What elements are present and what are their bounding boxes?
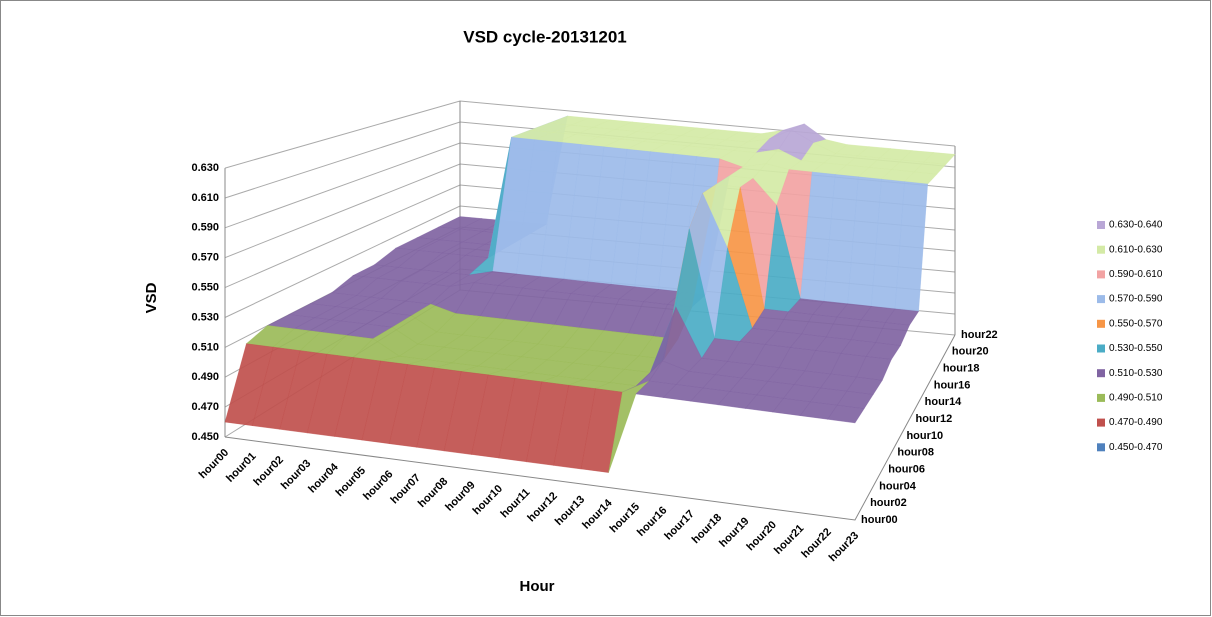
- depth-tick-label: hour02: [870, 497, 907, 509]
- depth-tick-label: hour16: [934, 379, 971, 391]
- legend-label: 0.450-0.470: [1109, 442, 1163, 453]
- legend-swatch: [1097, 344, 1105, 353]
- legend-label: 0.590-0.610: [1109, 269, 1163, 280]
- legend-swatch: [1097, 319, 1105, 328]
- depth-tick-label: hour22: [961, 329, 998, 341]
- legend-label: 0.470-0.490: [1109, 417, 1163, 428]
- legend-label: 0.530-0.550: [1109, 343, 1163, 354]
- y-tick-label: 0.490: [191, 371, 219, 383]
- legend-label: 0.610-0.630: [1109, 244, 1163, 255]
- depth-tick-label: hour14: [925, 396, 963, 408]
- x-axis-label: Hour: [520, 578, 555, 595]
- depth-tick-label: hour10: [906, 430, 943, 442]
- legend-label: 0.550-0.570: [1109, 318, 1163, 329]
- chart-title: VSD cycle-20131201: [463, 27, 627, 46]
- legend-label: 0.630-0.640: [1109, 220, 1163, 231]
- depth-tick-label: hour08: [897, 447, 934, 459]
- legend: 0.630-0.640 0.610-0.630 0.590-0.610 0.570-0…: [1097, 220, 1163, 453]
- surface: [224, 115, 956, 473]
- legend-label: 0.510-0.530: [1109, 368, 1163, 379]
- y-tick-label: 0.450: [191, 431, 219, 443]
- depth-tick-label: hour00: [861, 514, 898, 526]
- y-tick-label: 0.470: [191, 401, 219, 413]
- y-tick-label: 0.590: [191, 222, 219, 234]
- y-tick-label: 0.510: [191, 341, 219, 353]
- surface-facet: [827, 404, 865, 424]
- axis-line: [224, 334, 956, 521]
- depth-tick-label: hour06: [888, 463, 925, 475]
- y-tick-label: 0.550: [191, 282, 219, 294]
- legend-swatch: [1097, 245, 1105, 254]
- legend-swatch: [1097, 393, 1105, 402]
- legend-label: 0.490-0.510: [1109, 393, 1163, 404]
- legend-swatch: [1097, 270, 1105, 279]
- y-tick-label: 0.630: [191, 162, 219, 174]
- legend-label: 0.570-0.590: [1109, 294, 1163, 305]
- y-tick-label: 0.610: [191, 192, 219, 204]
- y-tick-label: 0.530: [191, 311, 219, 323]
- legend-swatch: [1097, 221, 1105, 229]
- legend-swatch: [1097, 369, 1105, 378]
- depth-tick-label: hour18: [943, 363, 980, 375]
- y-axis-label: VSD: [143, 282, 160, 313]
- legend-swatch: [1097, 443, 1105, 452]
- depth-tick-label: hour04: [879, 480, 917, 492]
- legend-swatch: [1097, 418, 1105, 427]
- legend-swatch: [1097, 295, 1105, 304]
- depth-tick-label: hour12: [916, 413, 953, 425]
- depth-tick-label: hour20: [952, 346, 989, 358]
- y-tick-label: 0.570: [191, 252, 219, 264]
